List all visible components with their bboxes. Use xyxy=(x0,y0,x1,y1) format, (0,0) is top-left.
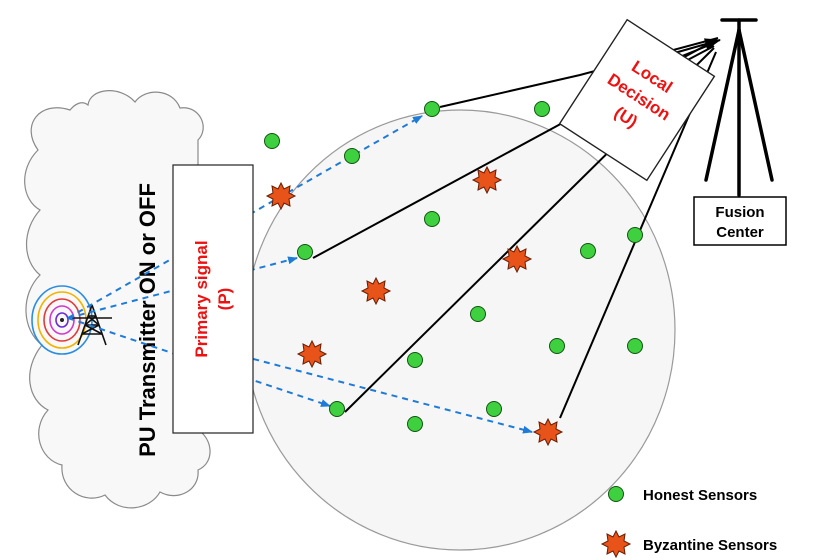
byzantine-sensor xyxy=(471,165,503,195)
legend-honest-marker xyxy=(608,486,624,502)
honest-sensor xyxy=(549,338,565,354)
sensor-field xyxy=(244,109,676,551)
honest-sensor xyxy=(470,306,486,322)
honest-sensor xyxy=(534,101,550,117)
byzantine-sensor xyxy=(501,244,533,274)
honest-sensor xyxy=(580,243,596,259)
legend-byzantine-marker xyxy=(600,529,632,559)
legend: Honest Sensors Byzantine Sensors xyxy=(600,486,777,559)
honest-sensor xyxy=(627,338,643,354)
primary-signal-symbol: (P) xyxy=(215,288,234,311)
primary-signal-label: Primary signal xyxy=(192,240,211,357)
honest-sensor xyxy=(407,416,423,432)
fusion-center-label: Fusion xyxy=(715,204,764,221)
primary-signal-box xyxy=(172,164,254,434)
pu-transmitter-label: PU Transmitter ON or OFF xyxy=(135,183,160,457)
honest-sensor xyxy=(329,401,345,417)
pu-cloud xyxy=(24,90,211,509)
local-decision-box: Local Decision (U) xyxy=(558,18,716,182)
byzantine-sensor xyxy=(265,181,297,211)
honest-sensor xyxy=(407,352,423,368)
byzantine-sensor xyxy=(296,339,328,369)
fusion-antenna-icon xyxy=(704,18,774,197)
honest-sensor xyxy=(264,133,280,149)
honest-sensor xyxy=(424,101,440,117)
legend-honest-label: Honest Sensors xyxy=(643,487,757,504)
honest-sensor xyxy=(344,148,360,164)
honest-sensors xyxy=(264,101,643,432)
honest-sensor xyxy=(297,244,313,260)
honest-sensor xyxy=(424,211,440,227)
fusion-center-label-2: Center xyxy=(716,224,764,241)
honest-sensor xyxy=(627,227,643,243)
honest-sensor xyxy=(486,401,502,417)
byzantine-sensor xyxy=(532,417,564,447)
fusion-center-box xyxy=(693,196,787,246)
legend-byzantine-label: Byzantine Sensors xyxy=(643,537,777,554)
byzantine-sensor xyxy=(360,276,392,306)
byzantine-sensors xyxy=(265,165,564,447)
